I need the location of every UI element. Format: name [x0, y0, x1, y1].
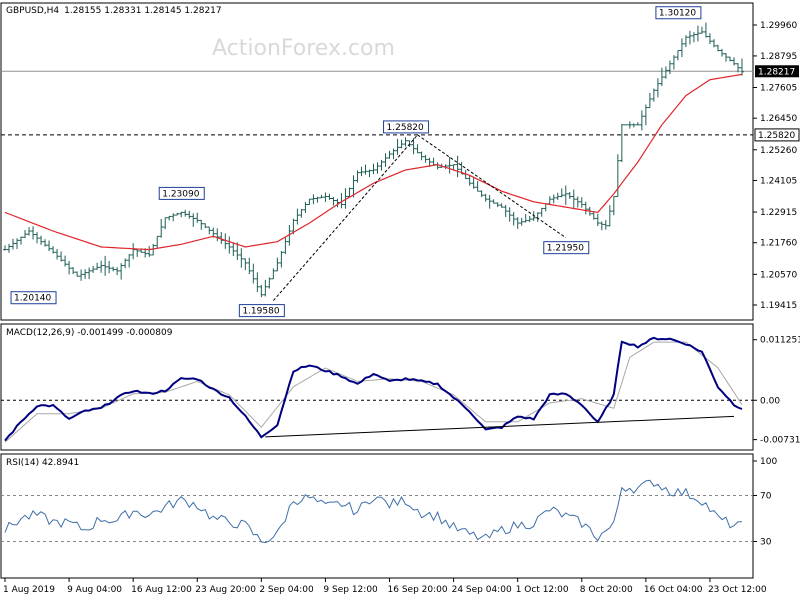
price-tick-label: 1.20570	[760, 270, 797, 280]
macd-tick-label: 0.011251	[760, 336, 800, 346]
x-tick-label: 23 Oct 12:00	[708, 585, 767, 595]
x-tick-label: 8 Oct 20:00	[580, 585, 633, 595]
price-annotation-label: 1.30120	[659, 9, 696, 19]
x-tick-label: 9 Aug 04:00	[67, 585, 122, 595]
x-tick-label: 23 Aug 20:00	[195, 585, 256, 595]
price-tick-label: 1.19415	[760, 301, 797, 311]
price-trendline	[272, 134, 418, 301]
rsi-tick-label: 100	[760, 457, 777, 467]
macd-panel: 0.011251 0.00 -0.007313	[1, 336, 800, 446]
x-tick-label: 16 Aug 12:00	[131, 585, 192, 595]
price-annotation-box	[10, 291, 57, 305]
macd-tick-label: 0.00	[760, 396, 780, 406]
moving-average-line	[4, 73, 743, 251]
macd-line	[4, 336, 743, 442]
price-tick-label: 1.25260	[760, 146, 797, 156]
macd-trendline	[265, 415, 735, 438]
x-tick-label: 1 Oct 12:00	[516, 585, 569, 595]
price-panel: 1.29960 1.28795 1.27605 1.26450 1.25260 1.241…	[1, 6, 800, 318]
price-panel-title: GBPUSD,H4 1.28155 1.28331 1.28145 1.28217	[6, 6, 222, 16]
price-tick-label: 1.24105	[760, 176, 797, 186]
x-axis: 1 Aug 2019 9 Aug 04:00 16 Aug 12:00 23 Aug …	[3, 578, 767, 595]
x-tick-label: 2 Sep 04:00	[259, 585, 314, 595]
price-tick-label: 1.26450	[760, 114, 797, 124]
rsi-panel: 100 70 30	[1, 457, 777, 548]
price-annotation-label: 1.19580	[242, 307, 279, 317]
price-annotation-label: 1.20140	[14, 294, 51, 304]
x-tick-label: 1 Aug 2019	[3, 585, 55, 595]
level-price-label: 1.25820	[758, 131, 795, 141]
price-tick-label: 1.28795	[760, 52, 797, 62]
price-annotation-box	[543, 241, 590, 255]
rsi-panel-title: RSI(14) 42.8941	[6, 458, 79, 468]
watermark: ActionForex.com	[212, 36, 395, 61]
macd-panel-title: MACD(12,26,9) -0.001499 -0.000809	[6, 328, 173, 338]
price-tick-label: 1.29960	[760, 21, 797, 31]
price-tick-label: 1.22915	[760, 208, 797, 218]
price-bars	[3, 22, 744, 298]
price-panel-frame	[0, 2, 754, 321]
price-annotation-label: 1.23090	[162, 189, 199, 199]
price-annotation-box	[158, 186, 205, 200]
price-annotation-box	[238, 304, 285, 318]
macd-tick-label: -0.007313	[760, 436, 800, 446]
price-trendline	[417, 134, 567, 239]
rsi-tick-label: 70	[760, 492, 772, 502]
rsi-tick-label: 30	[760, 538, 772, 548]
x-tick-label: 9 Sep 12:00	[323, 585, 378, 595]
x-tick-label: 24 Sep 04:00	[452, 585, 512, 595]
price-annotation-box	[383, 120, 430, 134]
last-price-label: 1.28217	[758, 67, 795, 77]
x-tick-label: 16 Oct 04:00	[644, 585, 703, 595]
level-price-box	[754, 128, 800, 142]
price-tick-label: 1.21760	[760, 239, 797, 249]
macd-signal-line	[4, 341, 743, 443]
price-annotation-box	[655, 6, 702, 20]
rsi-panel-frame	[0, 453, 754, 579]
rsi-line	[4, 479, 743, 544]
last-price-box	[755, 65, 799, 78]
price-tick-label: 1.27605	[760, 84, 797, 94]
price-annotation-label: 1.25820	[387, 123, 424, 133]
price-annotation-label: 1.21950	[547, 244, 584, 254]
x-tick-label: 16 Sep 20:00	[388, 585, 448, 595]
macd-panel-frame	[0, 323, 754, 451]
